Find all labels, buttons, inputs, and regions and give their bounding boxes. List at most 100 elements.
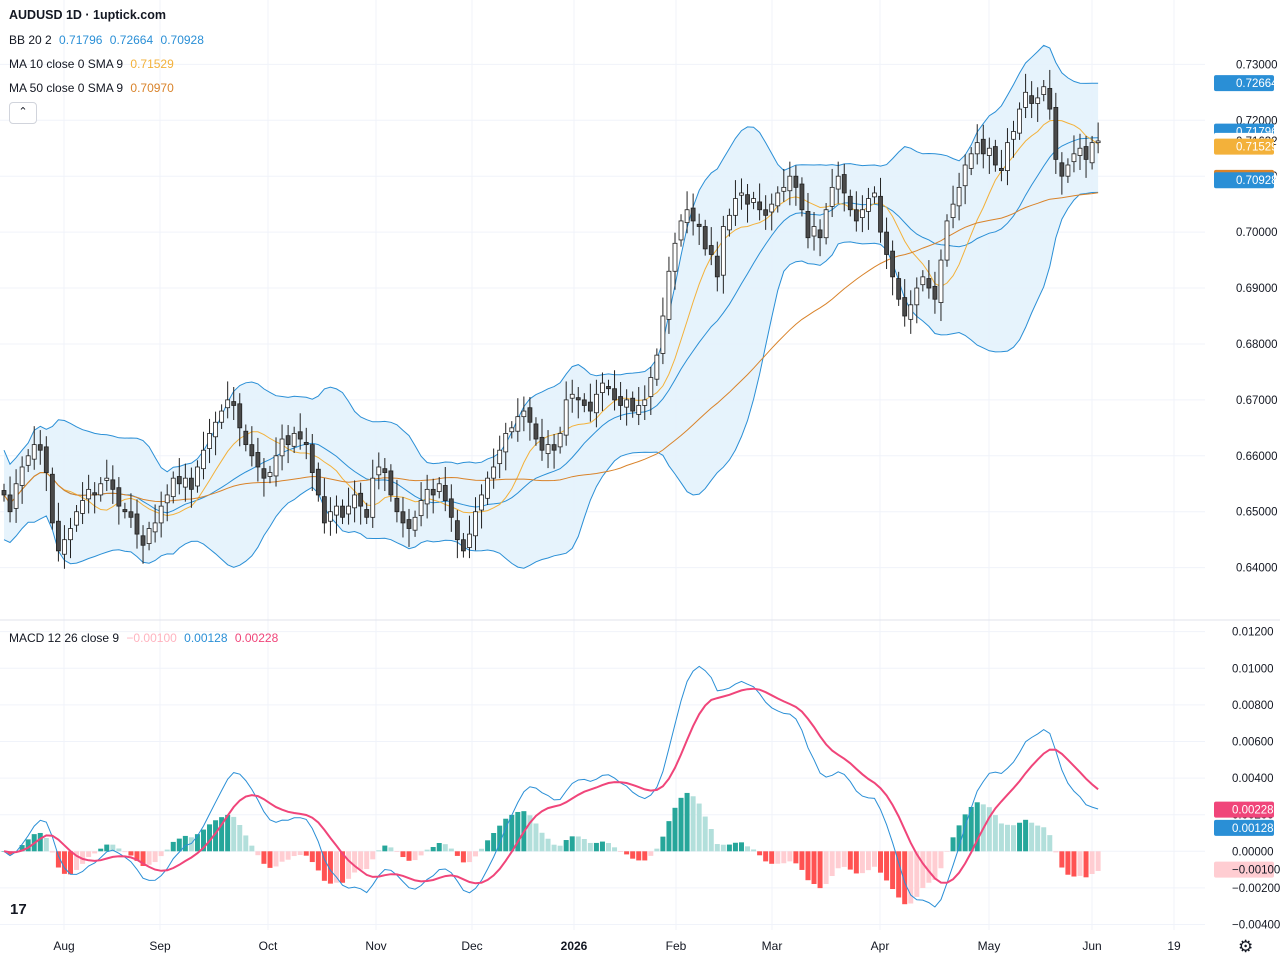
price-label-box: [1214, 75, 1274, 92]
candle-body: [479, 494, 484, 511]
candle-body: [309, 444, 315, 473]
price-tick-label: 0.64000: [1236, 563, 1278, 575]
macd-histogram-bar: [587, 842, 593, 852]
macd-histogram-bar: [986, 807, 992, 852]
macd-tick-label: 0.00400: [1232, 773, 1274, 785]
macd-histogram-bar: [563, 840, 569, 852]
macd-histogram-bar: [43, 837, 49, 852]
candle-body: [630, 397, 636, 412]
macd-histogram-bar: [648, 851, 654, 856]
macd-histogram-bar: [920, 851, 926, 888]
macd-histogram-bar: [25, 839, 31, 852]
macd-histogram-bar: [545, 838, 551, 852]
candle-body: [720, 226, 726, 276]
macd-histogram-bar: [152, 851, 158, 863]
macd-histogram-bar: [1041, 827, 1047, 852]
candle-body: [587, 401, 593, 412]
candle-body: [1035, 97, 1041, 104]
price-label-text: 0.70928: [1236, 175, 1278, 187]
macd-histogram-bar: [938, 851, 944, 869]
macd-histogram-bar: [805, 851, 811, 881]
price-label-text: 0.71529: [1236, 142, 1278, 154]
macd-histogram-bar: [684, 792, 690, 852]
macd-histogram-bar: [539, 832, 545, 852]
candle-body: [25, 455, 31, 466]
candle-body: [243, 430, 249, 446]
macd-histogram-bar: [267, 851, 273, 868]
macd-histogram-bar: [104, 844, 110, 852]
macd-histogram-bar: [714, 844, 720, 852]
macd-histogram-bar: [702, 816, 708, 852]
macd-line: [3, 665, 1099, 908]
macd-histogram-bar: [128, 851, 134, 856]
candle-body: [128, 511, 134, 518]
candle-body: [624, 399, 630, 408]
candle-body: [745, 194, 750, 205]
candle-body: [908, 304, 914, 320]
candle-body: [448, 498, 454, 518]
macd-histogram-bar: [110, 844, 116, 852]
candle-body: [1047, 87, 1053, 110]
candle-body: [152, 522, 158, 533]
macd-histogram-bar: [612, 847, 618, 852]
macd-histogram-bar: [896, 851, 902, 898]
macd-histogram-bar: [745, 846, 751, 852]
candle-body: [1071, 153, 1077, 163]
macd-tick-label: 0.01200: [1232, 627, 1274, 639]
candle-body: [231, 401, 237, 406]
candle-body: [515, 416, 521, 432]
macd-histogram-bar: [817, 851, 823, 889]
candle-body: [382, 468, 388, 473]
candle-body: [303, 441, 309, 446]
candle-body: [467, 533, 472, 548]
chevron-up-icon[interactable]: ⌃: [9, 102, 37, 124]
macd-histogram-bar: [249, 845, 255, 852]
candle-body: [37, 444, 43, 451]
candle-body: [1017, 108, 1022, 134]
macd-histogram-bar: [599, 841, 605, 852]
price-label-box: [1214, 172, 1274, 189]
macd-histogram-bar: [400, 851, 406, 858]
candle-body: [817, 229, 823, 239]
candle-body: [503, 433, 509, 453]
macd-histogram-bar: [865, 851, 871, 871]
macd-histogram-bar: [1089, 851, 1095, 874]
macd-histogram-bar: [926, 851, 932, 883]
tradingview-logo[interactable]: 17: [10, 901, 27, 918]
candle-body: [1095, 140, 1101, 144]
macd-histogram-bar: [376, 850, 382, 852]
macd-histogram-bar: [1004, 824, 1010, 852]
candle-body: [164, 494, 170, 504]
macd-tick-label: 0.00000: [1232, 846, 1274, 858]
ma50-legend: MA 50 close 0 SMA 9 0.70970: [9, 81, 174, 95]
macd-histogram-bar: [1071, 851, 1077, 877]
candle-body: [1023, 91, 1028, 108]
macd-histogram-bar: [327, 851, 333, 884]
macd-histogram-bar: [847, 851, 853, 870]
macd-histogram-bar: [1065, 851, 1071, 875]
candle-body: [999, 167, 1004, 172]
candle-body: [986, 147, 992, 156]
macd-histogram-bar: [605, 843, 611, 852]
macd-histogram-bar: [908, 851, 914, 904]
candle-body: [92, 492, 98, 496]
macd-histogram-bar: [1017, 822, 1023, 852]
macd-histogram-bar: [998, 823, 1004, 852]
candle-body: [872, 192, 877, 198]
candle-body: [702, 226, 708, 250]
macd-tick-label: 0.00600: [1232, 736, 1274, 748]
macd-histogram-bar: [182, 835, 188, 852]
candle-body: [563, 399, 569, 436]
candle-body: [182, 477, 188, 488]
time-tick-label: Nov: [365, 939, 386, 953]
macd-histogram-bar: [515, 811, 521, 852]
candle-body: [261, 468, 267, 479]
macd-histogram-bar: [642, 851, 648, 861]
macd-histogram-bar: [660, 836, 666, 852]
macd-histogram-bar: [74, 851, 80, 870]
time-tick-label: Sep: [149, 939, 171, 953]
candle-body: [370, 477, 376, 518]
gear-icon[interactable]: ⚙: [1238, 937, 1254, 956]
macd-histogram-bar: [835, 851, 841, 869]
